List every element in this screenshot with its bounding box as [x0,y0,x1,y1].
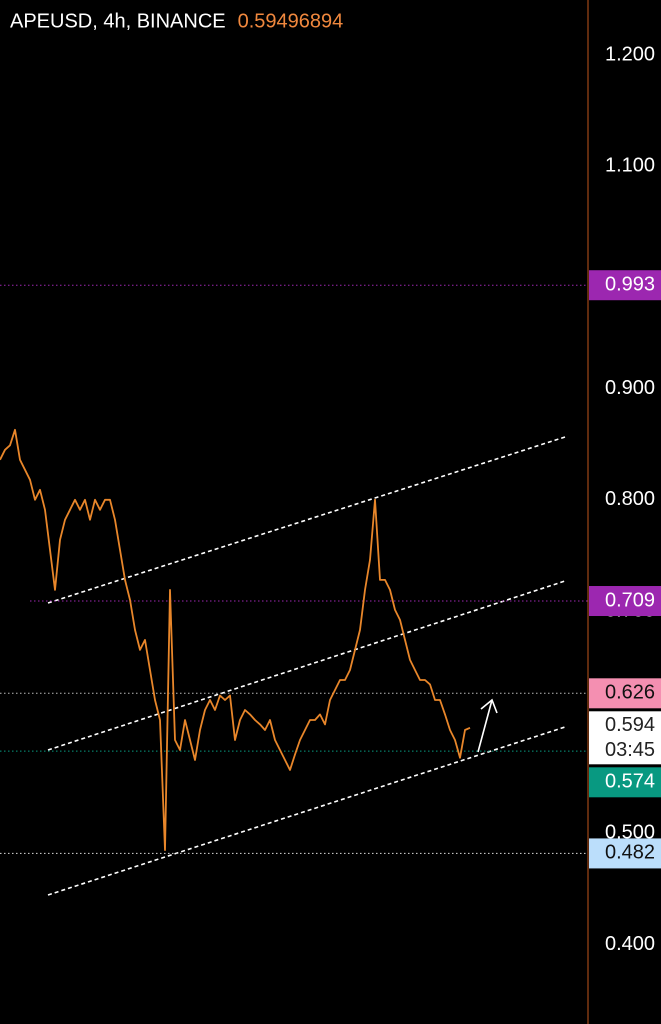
price-label-box [589,270,661,301]
y-tick-label: 1.100 [605,155,655,177]
price-line [0,428,471,851]
price-label-box [589,838,661,869]
price-label: 0.482 [605,842,655,864]
chart-title: APEUSD, 4h, BINANCE [10,10,226,32]
y-tick-label: 0.800 [605,488,655,510]
price-label-box [589,767,661,798]
price-label: 0.574 [605,771,655,793]
arrow [477,698,498,753]
price-label: 0.993 [605,273,655,295]
y-tick-label: 0.400 [605,933,655,955]
price-label-box [589,586,661,617]
y-tick-label: 0.900 [605,377,655,399]
countdown: 03:45 [605,739,655,761]
price-label: 0.594 [605,714,655,736]
last-price: 0.59496894 [238,10,344,32]
price-label-box [589,678,661,709]
y-tick-label: 0.500 [605,822,655,844]
y-tick-label: 1.200 [605,43,655,65]
price-label: 0.709 [605,589,655,611]
price-label-box [589,711,661,765]
price-label: 0.626 [605,682,655,704]
